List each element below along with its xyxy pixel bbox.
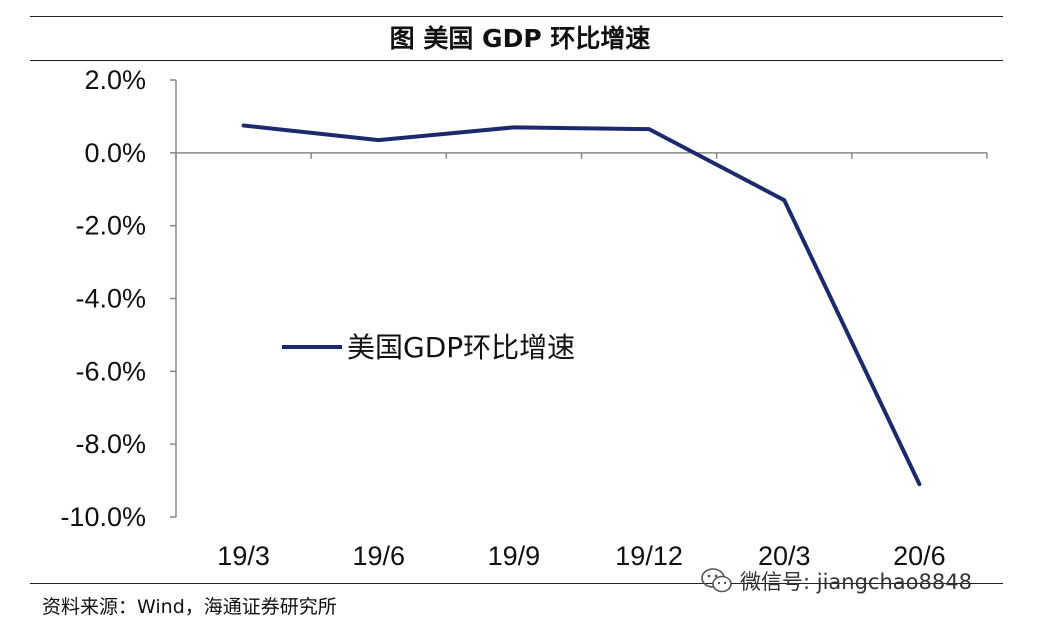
watermark-text: 微信号: jiangchao8848 bbox=[740, 570, 972, 594]
wechat-icon bbox=[701, 568, 732, 593]
line-chart: 2.0% 0.0% -2.0% -4.0% -6.0% -8.0% -10.0% 19/3 19… bbox=[60, 65, 988, 571]
x-tick-label: 19/6 bbox=[352, 541, 405, 571]
y-tick-label: -10.0% bbox=[60, 502, 146, 532]
y-tick-label: -2.0% bbox=[75, 211, 146, 241]
watermark: 微信号: jiangchao8848 bbox=[700, 563, 972, 599]
y-tick-label: -8.0% bbox=[75, 429, 146, 459]
y-tick-label: -6.0% bbox=[75, 356, 146, 386]
x-tick-label: 19/3 bbox=[217, 541, 270, 571]
source-note: 资料来源：Wind，海通证券研究所 bbox=[42, 596, 337, 618]
y-tick-label: 2.0% bbox=[84, 65, 146, 95]
y-tick-label: 0.0% bbox=[84, 138, 146, 168]
x-tick-label: 20/3 bbox=[758, 541, 811, 571]
x-tick-label: 19/12 bbox=[615, 541, 683, 571]
x-tick-label: 20/6 bbox=[893, 541, 946, 571]
top-rule bbox=[30, 16, 1003, 17]
legend-label: 美国GDP环比增速 bbox=[347, 331, 575, 364]
x-tick-label: 19/9 bbox=[488, 541, 541, 571]
series-line bbox=[241, 123, 922, 487]
figure-title: 图 美国 GDP 环比增速 bbox=[389, 24, 651, 53]
title-rule bbox=[30, 60, 1003, 61]
bottom-rule bbox=[30, 583, 1003, 584]
y-tick-label: -4.0% bbox=[75, 284, 146, 314]
